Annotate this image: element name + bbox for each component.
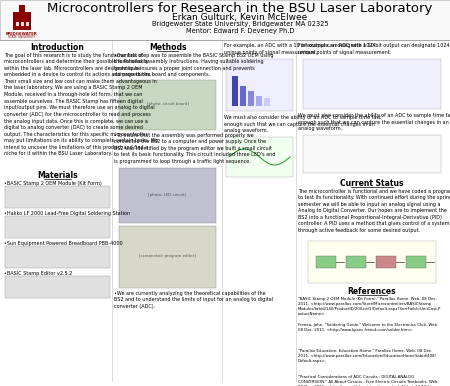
Text: Methods: Methods (149, 43, 186, 52)
Bar (15, 22, 18, 26)
FancyBboxPatch shape (308, 240, 436, 283)
Bar (232, 76, 238, 106)
FancyBboxPatch shape (5, 245, 110, 267)
FancyBboxPatch shape (5, 186, 110, 208)
FancyBboxPatch shape (226, 59, 293, 111)
Bar (21, 22, 23, 26)
Text: •To insure that the assembly was performed properly we
connected the BS2 to a co: •To insure that the assembly was perform… (114, 132, 275, 164)
Text: Erkan Gulturk, Kevin McElwee: Erkan Gulturk, Kevin McElwee (172, 13, 308, 22)
Bar (376, 256, 396, 267)
Bar (346, 256, 366, 267)
Text: STATE UNIVERSITY: STATE UNIVERSITY (8, 36, 36, 39)
Text: Microcontrollers for Research in the BSU Laser Laboratory: Microcontrollers for Research in the BSU… (47, 2, 433, 15)
Bar (248, 91, 254, 106)
FancyBboxPatch shape (303, 135, 441, 173)
Text: •BASIC Stamp 2 OEM Module (Kit Form): •BASIC Stamp 2 OEM Module (Kit Form) (4, 181, 102, 186)
Text: Bridgewater State University, Bridgewater MA 02325: Bridgewater State University, Bridgewate… (152, 21, 328, 27)
Text: Current Status: Current Status (340, 179, 404, 188)
Bar (316, 256, 336, 267)
FancyBboxPatch shape (0, 0, 450, 40)
Text: •Our first step was to assemble the BASIC Stamp BS2 OEM using
the Parallax assem: •Our first step was to assemble the BASI… (114, 52, 274, 77)
Bar (240, 86, 246, 106)
Text: •Hakko LF 2000 Lead-Free Digital Soldering Station: •Hakko LF 2000 Lead-Free Digital Solderi… (4, 210, 130, 215)
Text: Materials: Materials (37, 171, 78, 180)
Text: "Practical Considerations of ADC Circuits : DIGITAL-ANALOG
CONVERSION." All Abou: "Practical Considerations of ADC Circuit… (298, 375, 439, 386)
Text: "BASIC Stamp 2 OEM Module (Kit Form)." Parallax Home. Web. 08 Dec.
2011. <http:/: "BASIC Stamp 2 OEM Module (Kit Form)." P… (298, 297, 441, 316)
Bar (406, 256, 426, 267)
Bar (256, 96, 262, 106)
FancyBboxPatch shape (119, 225, 216, 288)
Text: Mentor: Edward F. Deveney Ph.D: Mentor: Edward F. Deveney Ph.D (186, 28, 294, 34)
FancyBboxPatch shape (303, 59, 441, 109)
FancyBboxPatch shape (119, 168, 216, 222)
Text: For example, an ADC with a 10 bit output can designate 1024
unique points of sig: For example, an ADC with a 10 bit output… (298, 43, 450, 54)
Bar (26, 22, 28, 26)
FancyBboxPatch shape (5, 215, 110, 237)
FancyBboxPatch shape (5, 276, 110, 298)
Text: •Sun Equipment Powered Breadboard PBB-4000: •Sun Equipment Powered Breadboard PBB-40… (4, 240, 122, 245)
Text: For example, an ADC with a 10 bit output can designate 1024
unique points of sig: For example, an ADC with a 10 bit output… (224, 43, 376, 54)
Text: The microcontroller is functional and we have coded a program
to test its functi: The microcontroller is functional and we… (298, 188, 450, 233)
Text: [photo: LED circuit]: [photo: LED circuit] (148, 193, 187, 197)
Bar (13, 12, 31, 30)
Text: BRIDGEWATER: BRIDGEWATER (6, 32, 38, 36)
Text: The goal of this research is to study the fundamentals of
microcontrollers and d: The goal of this research is to study th… (4, 52, 158, 156)
Text: References: References (348, 288, 396, 296)
Bar (264, 98, 270, 106)
Text: We must also consider the ability of an ADC to sample time fast
enough such that: We must also consider the ability of an … (298, 113, 450, 131)
Text: •We are currently analyzing the theoretical capabilities of the
BS2 and to under: •We are currently analyzing the theoreti… (114, 291, 273, 309)
Text: Frenea, John. "Soldering Guide." Welcome to the Electronics Club. Web.
08 Dec. 2: Frenea, John. "Soldering Guide." Welcome… (298, 323, 438, 332)
Bar (19, 5, 25, 12)
Text: "Parallax Education: Education Home." Parallax Home. Web. 08 Dec.
2011. <http://: "Parallax Education: Education Home." Pa… (298, 349, 436, 363)
Text: Introduction: Introduction (31, 43, 85, 52)
FancyBboxPatch shape (226, 137, 293, 177)
Text: [photo: circuit board]: [photo: circuit board] (147, 103, 189, 107)
Text: •BASIC Stamp Editor v2.5.2: •BASIC Stamp Editor v2.5.2 (4, 271, 72, 276)
Text: [screenshot: program editor]: [screenshot: program editor] (139, 254, 196, 259)
FancyBboxPatch shape (119, 80, 216, 129)
Text: We must also consider the ability of an ADC to sample time fast
enough such that: We must also consider the ability of an … (224, 115, 381, 133)
